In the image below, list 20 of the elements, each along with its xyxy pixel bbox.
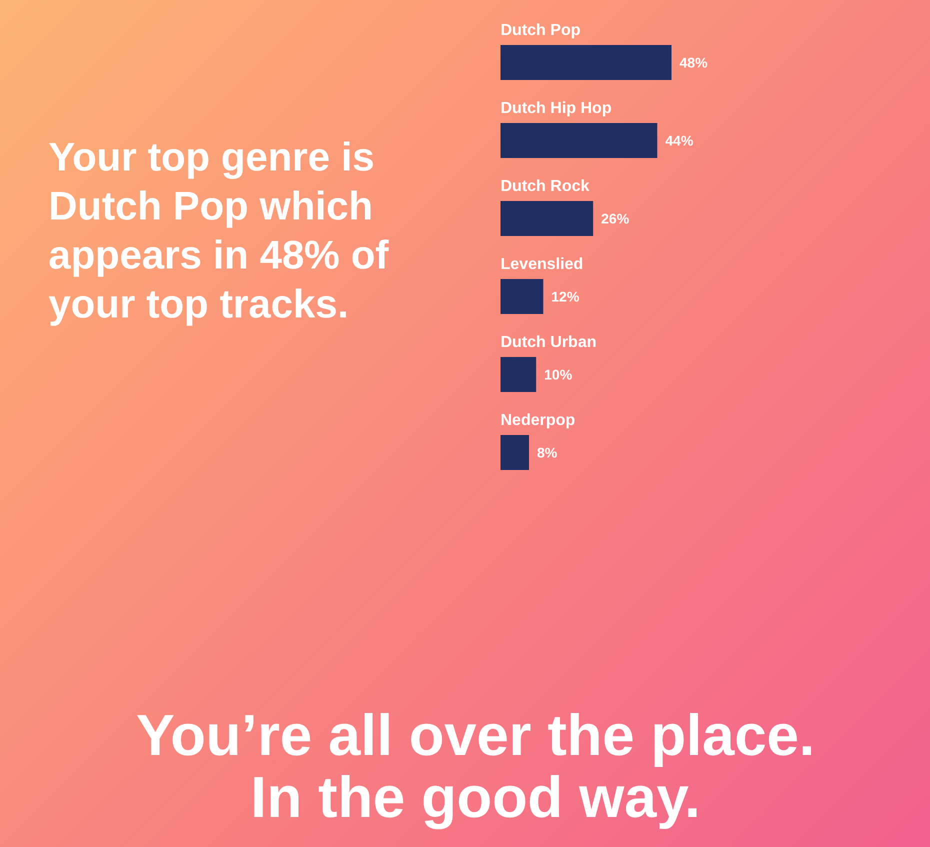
bar [500,44,672,80]
text: Your top genre is Dutch Pop which appears in 48% of your top tracks. [48,136,390,326]
y-tick-label: Dutch Pop [500,22,581,39]
data-label: 26% [601,210,630,226]
y-tick-label: Nederpop [500,412,576,429]
y-tick-label: Dutch Rock [500,178,590,195]
data-label: 48% [680,54,708,70]
y-tick-label: Dutch Urban [500,334,596,351]
data-label: 44% [665,132,694,148]
text: You’re all over the place. In the good way. [136,703,816,830]
bar [500,278,544,314]
bar [500,434,529,470]
y-tick-label: Levenslied [500,256,584,273]
bar [500,200,594,236]
y-tick-label: Dutch Hip Hop [500,100,612,117]
data-label: 8% [537,444,558,460]
data-label: 10% [544,366,573,382]
bar [500,356,536,392]
bar [500,122,658,158]
data-label: 12% [551,288,580,304]
